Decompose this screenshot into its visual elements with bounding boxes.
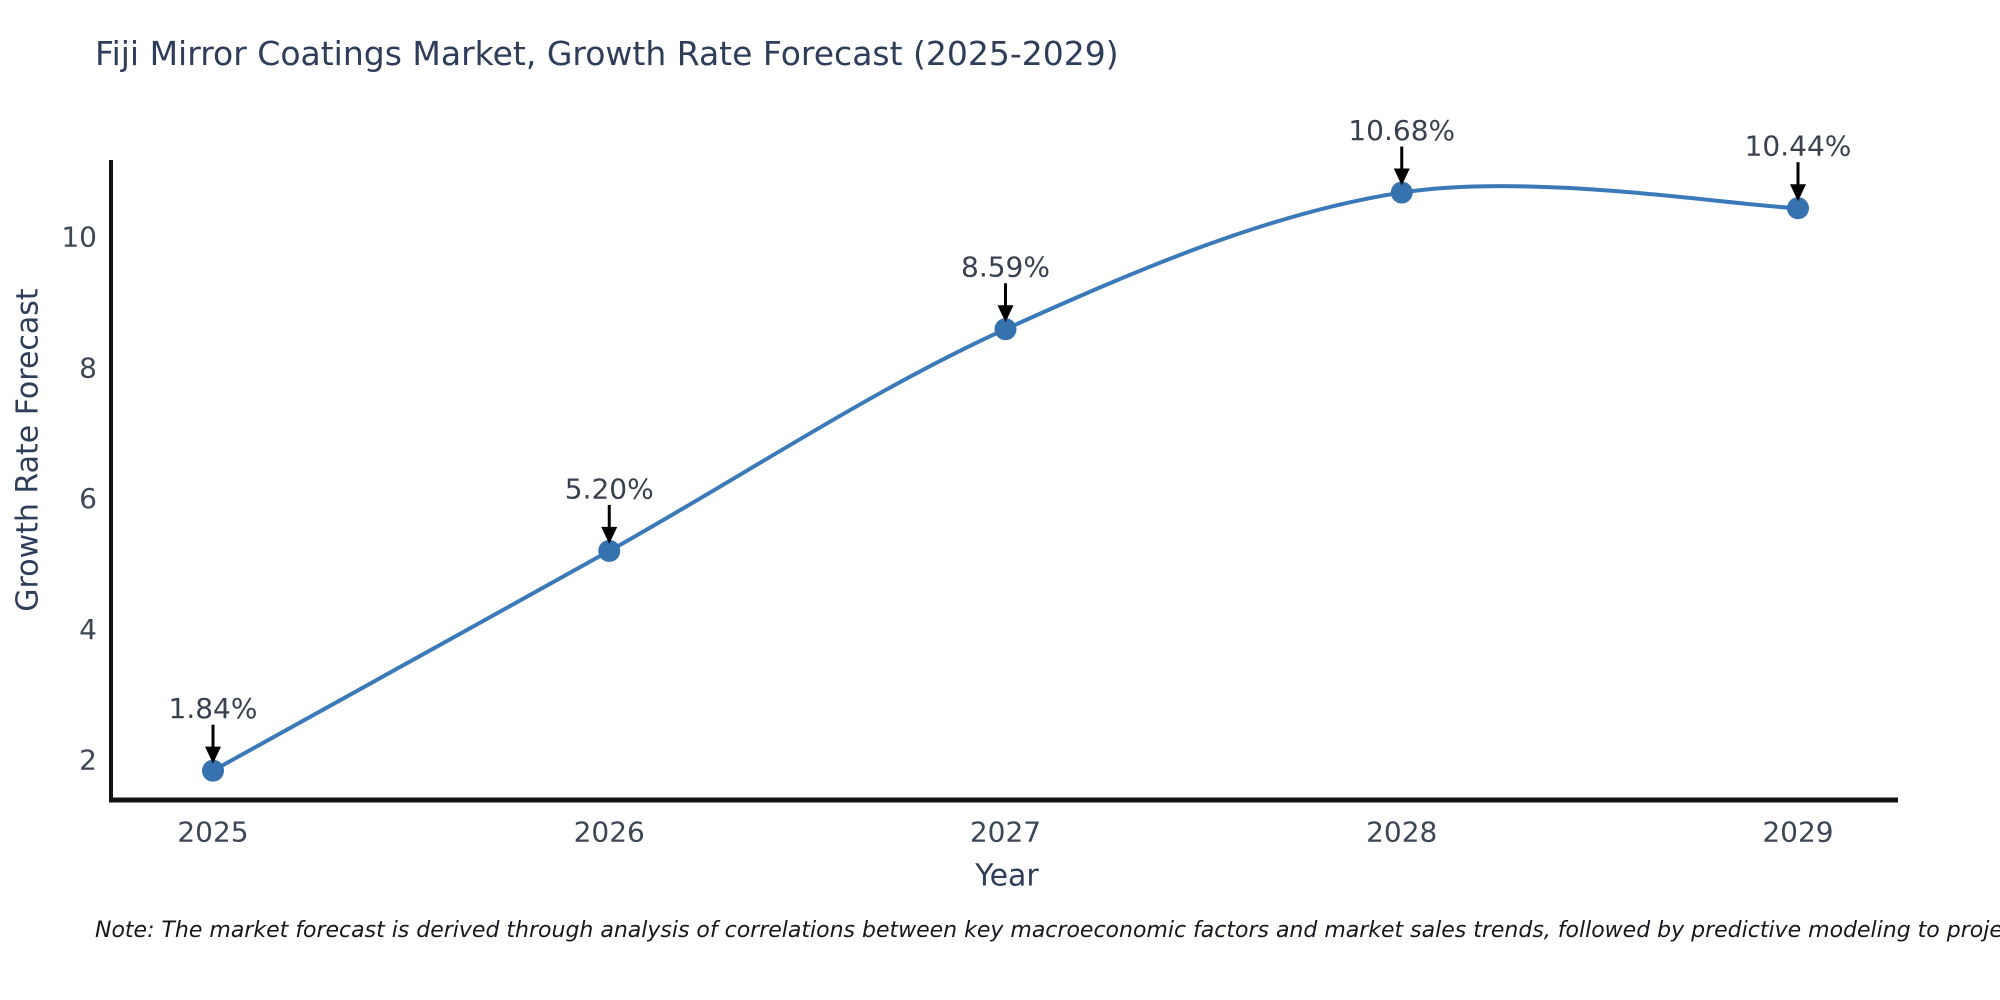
data-point-marker bbox=[994, 318, 1017, 341]
x-axis-label: Year bbox=[975, 858, 1039, 894]
y-tick-label: 10 bbox=[61, 221, 97, 254]
data-point-marker bbox=[598, 539, 621, 562]
x-tick-label: 2029 bbox=[1762, 816, 1833, 849]
annotation-arrow-head bbox=[1393, 168, 1410, 186]
y-tick-label: 4 bbox=[79, 613, 97, 646]
y-tick-label: 6 bbox=[79, 482, 97, 515]
data-point-marker bbox=[1390, 181, 1413, 204]
data-point-label: 10.68% bbox=[1348, 114, 1455, 147]
data-point-label: 8.59% bbox=[961, 251, 1050, 284]
chart-title: Fiji Mirror Coatings Market, Growth Rate… bbox=[95, 34, 1119, 73]
data-point-label: 1.84% bbox=[169, 692, 258, 725]
data-point-label: 5.20% bbox=[565, 472, 654, 505]
y-tick-label: 8 bbox=[79, 351, 97, 384]
x-tick-label: 2026 bbox=[574, 816, 645, 849]
x-tick-label: 2025 bbox=[177, 816, 248, 849]
data-point-label: 10.44% bbox=[1745, 130, 1852, 163]
data-point-marker bbox=[1787, 197, 1809, 220]
annotation-arrow-head bbox=[205, 746, 221, 764]
annotation-arrow-head bbox=[997, 305, 1014, 323]
annotation-arrow-head bbox=[1790, 184, 1806, 202]
x-tick-label: 2028 bbox=[1366, 816, 1437, 849]
x-tick-label: 2027 bbox=[970, 816, 1041, 849]
data-point-marker bbox=[202, 759, 224, 782]
footnote: Note: The market forecast is derived thr… bbox=[95, 918, 2000, 943]
annotation-arrow-head bbox=[601, 526, 618, 544]
y-tick-label: 2 bbox=[79, 744, 97, 777]
